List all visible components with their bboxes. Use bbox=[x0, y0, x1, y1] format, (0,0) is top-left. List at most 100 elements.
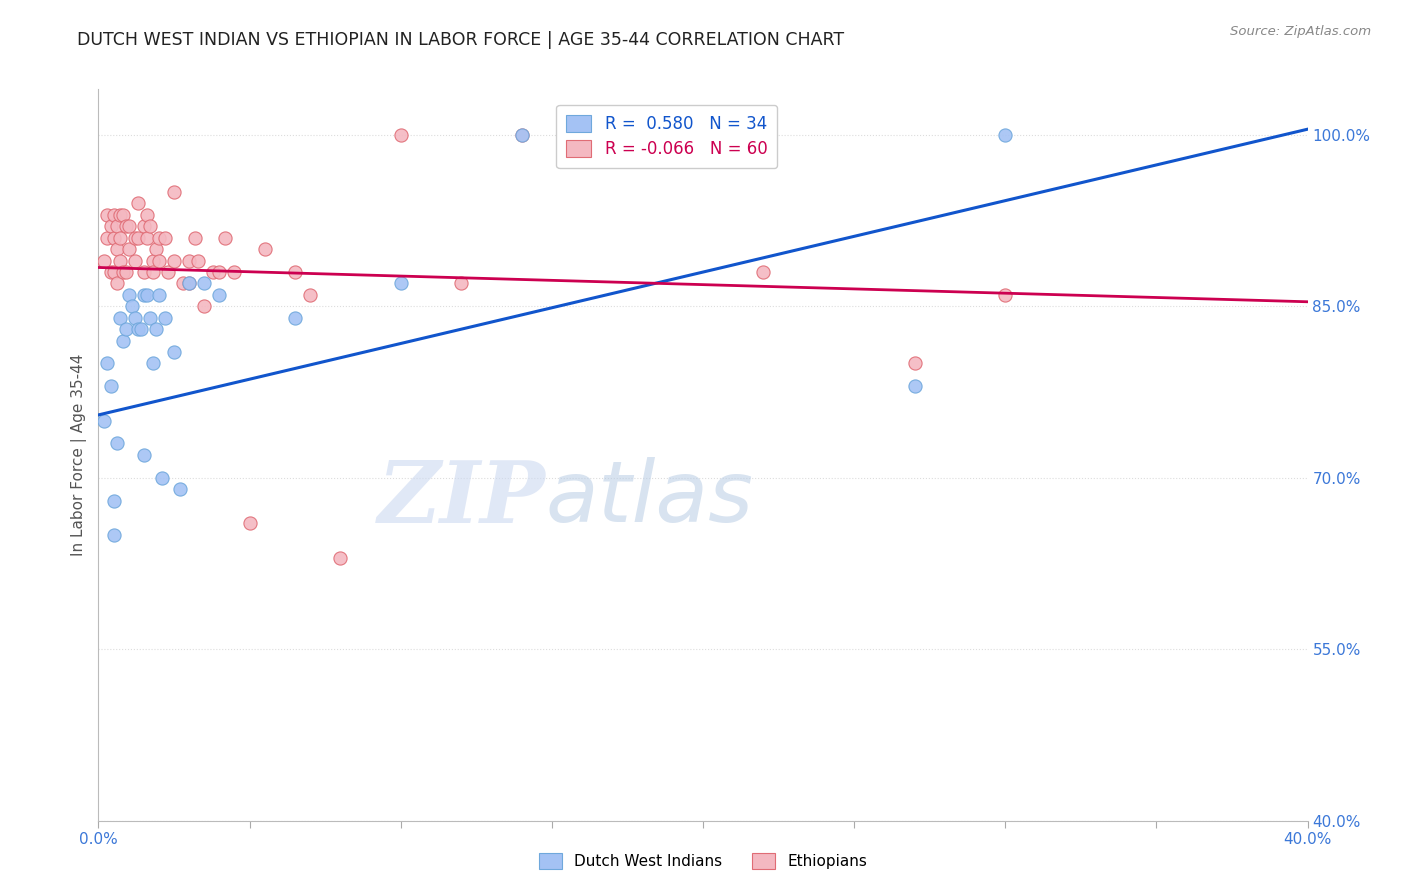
Point bbox=[135, 208, 157, 222]
Point bbox=[105, 219, 128, 234]
Point bbox=[96, 231, 118, 245]
Point bbox=[124, 310, 146, 325]
Point bbox=[253, 242, 276, 256]
Point bbox=[172, 277, 194, 291]
Point bbox=[145, 322, 167, 336]
Point bbox=[105, 436, 128, 450]
Point bbox=[329, 550, 352, 565]
Point bbox=[93, 253, 115, 268]
Point bbox=[108, 231, 131, 245]
Point bbox=[132, 448, 155, 462]
Point bbox=[904, 379, 927, 393]
Point bbox=[284, 310, 307, 325]
Point bbox=[904, 356, 927, 371]
Point bbox=[187, 253, 209, 268]
Point bbox=[111, 208, 134, 222]
Point bbox=[156, 265, 179, 279]
Point bbox=[148, 253, 170, 268]
Point bbox=[202, 265, 225, 279]
Point bbox=[96, 208, 118, 222]
Point bbox=[179, 277, 201, 291]
Point bbox=[208, 265, 231, 279]
Point bbox=[96, 356, 118, 371]
Point bbox=[135, 231, 157, 245]
Point bbox=[132, 265, 155, 279]
Point bbox=[994, 128, 1017, 142]
Point bbox=[163, 253, 186, 268]
Point bbox=[153, 231, 176, 245]
Text: Source: ZipAtlas.com: Source: ZipAtlas.com bbox=[1230, 25, 1371, 38]
Point bbox=[118, 288, 141, 302]
Point bbox=[142, 253, 165, 268]
Point bbox=[214, 231, 236, 245]
Point bbox=[127, 322, 149, 336]
Point bbox=[284, 265, 307, 279]
Point bbox=[105, 277, 128, 291]
Point bbox=[752, 265, 775, 279]
Point bbox=[108, 253, 131, 268]
Point bbox=[127, 231, 149, 245]
Point bbox=[139, 219, 162, 234]
Point bbox=[239, 516, 262, 531]
Point bbox=[129, 322, 152, 336]
Point bbox=[163, 185, 186, 199]
Point bbox=[124, 231, 146, 245]
Point bbox=[142, 356, 165, 371]
Point bbox=[163, 345, 186, 359]
Text: atlas: atlas bbox=[546, 458, 754, 541]
Point bbox=[100, 379, 122, 393]
Point bbox=[169, 482, 191, 496]
Point bbox=[389, 277, 412, 291]
Point bbox=[450, 277, 472, 291]
Point bbox=[114, 265, 136, 279]
Point bbox=[208, 288, 231, 302]
Point bbox=[108, 208, 131, 222]
Text: DUTCH WEST INDIAN VS ETHIOPIAN IN LABOR FORCE | AGE 35-44 CORRELATION CHART: DUTCH WEST INDIAN VS ETHIOPIAN IN LABOR … bbox=[77, 31, 845, 49]
Point bbox=[150, 471, 173, 485]
Point bbox=[586, 128, 609, 142]
Point bbox=[93, 414, 115, 428]
Point bbox=[103, 231, 125, 245]
Legend: Dutch West Indians, Ethiopians: Dutch West Indians, Ethiopians bbox=[533, 847, 873, 875]
Point bbox=[132, 288, 155, 302]
Point bbox=[124, 253, 146, 268]
Point bbox=[148, 288, 170, 302]
Point bbox=[100, 265, 122, 279]
Point bbox=[510, 128, 533, 142]
Point bbox=[193, 277, 215, 291]
Point bbox=[179, 253, 201, 268]
Point bbox=[148, 231, 170, 245]
Point bbox=[389, 128, 412, 142]
Point bbox=[114, 219, 136, 234]
Point bbox=[105, 242, 128, 256]
Point bbox=[121, 299, 143, 313]
Y-axis label: In Labor Force | Age 35-44: In Labor Force | Age 35-44 bbox=[72, 354, 87, 556]
Point bbox=[142, 265, 165, 279]
Point bbox=[127, 196, 149, 211]
Point bbox=[153, 310, 176, 325]
Point bbox=[132, 219, 155, 234]
Point bbox=[111, 334, 134, 348]
Point bbox=[145, 242, 167, 256]
Point bbox=[100, 219, 122, 234]
Point bbox=[103, 265, 125, 279]
Point bbox=[103, 528, 125, 542]
Point bbox=[193, 299, 215, 313]
Point bbox=[114, 322, 136, 336]
Point bbox=[135, 288, 157, 302]
Point bbox=[179, 277, 201, 291]
Point bbox=[103, 493, 125, 508]
Point bbox=[510, 128, 533, 142]
Point bbox=[111, 265, 134, 279]
Legend: R =  0.580   N = 34, R = -0.066   N = 60: R = 0.580 N = 34, R = -0.066 N = 60 bbox=[557, 105, 778, 168]
Point bbox=[139, 310, 162, 325]
Point bbox=[118, 242, 141, 256]
Point bbox=[299, 288, 322, 302]
Point bbox=[118, 219, 141, 234]
Point bbox=[994, 288, 1017, 302]
Point bbox=[103, 208, 125, 222]
Point bbox=[108, 310, 131, 325]
Text: ZIP: ZIP bbox=[378, 457, 546, 541]
Point bbox=[184, 231, 207, 245]
Point bbox=[586, 128, 609, 142]
